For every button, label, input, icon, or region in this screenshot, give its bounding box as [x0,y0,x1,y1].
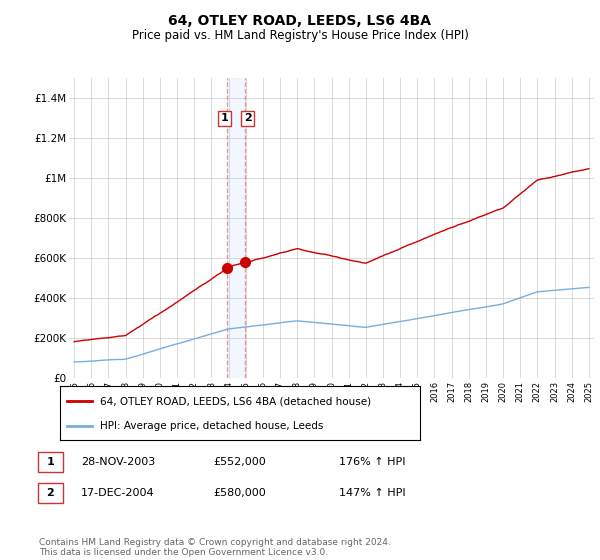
Text: Price paid vs. HM Land Registry's House Price Index (HPI): Price paid vs. HM Land Registry's House … [131,29,469,42]
Text: Contains HM Land Registry data © Crown copyright and database right 2024.
This d: Contains HM Land Registry data © Crown c… [39,538,391,557]
Text: 1: 1 [47,457,54,467]
Text: 2: 2 [244,113,251,123]
Text: 176% ↑ HPI: 176% ↑ HPI [339,457,406,467]
Bar [227,78,245,378]
Text: 1: 1 [221,113,229,123]
Text: £552,000: £552,000 [213,457,266,467]
Text: 17-DEC-2004: 17-DEC-2004 [81,488,155,498]
Text: 2: 2 [47,488,54,498]
Text: 28-NOV-2003: 28-NOV-2003 [81,457,155,467]
Text: HPI: Average price, detached house, Leeds: HPI: Average price, detached house, Leed… [100,421,323,431]
Text: 147% ↑ HPI: 147% ↑ HPI [339,488,406,498]
Text: 64, OTLEY ROAD, LEEDS, LS6 4BA (detached house): 64, OTLEY ROAD, LEEDS, LS6 4BA (detached… [100,396,371,407]
Text: £580,000: £580,000 [213,488,266,498]
Text: 64, OTLEY ROAD, LEEDS, LS6 4BA: 64, OTLEY ROAD, LEEDS, LS6 4BA [169,14,431,28]
